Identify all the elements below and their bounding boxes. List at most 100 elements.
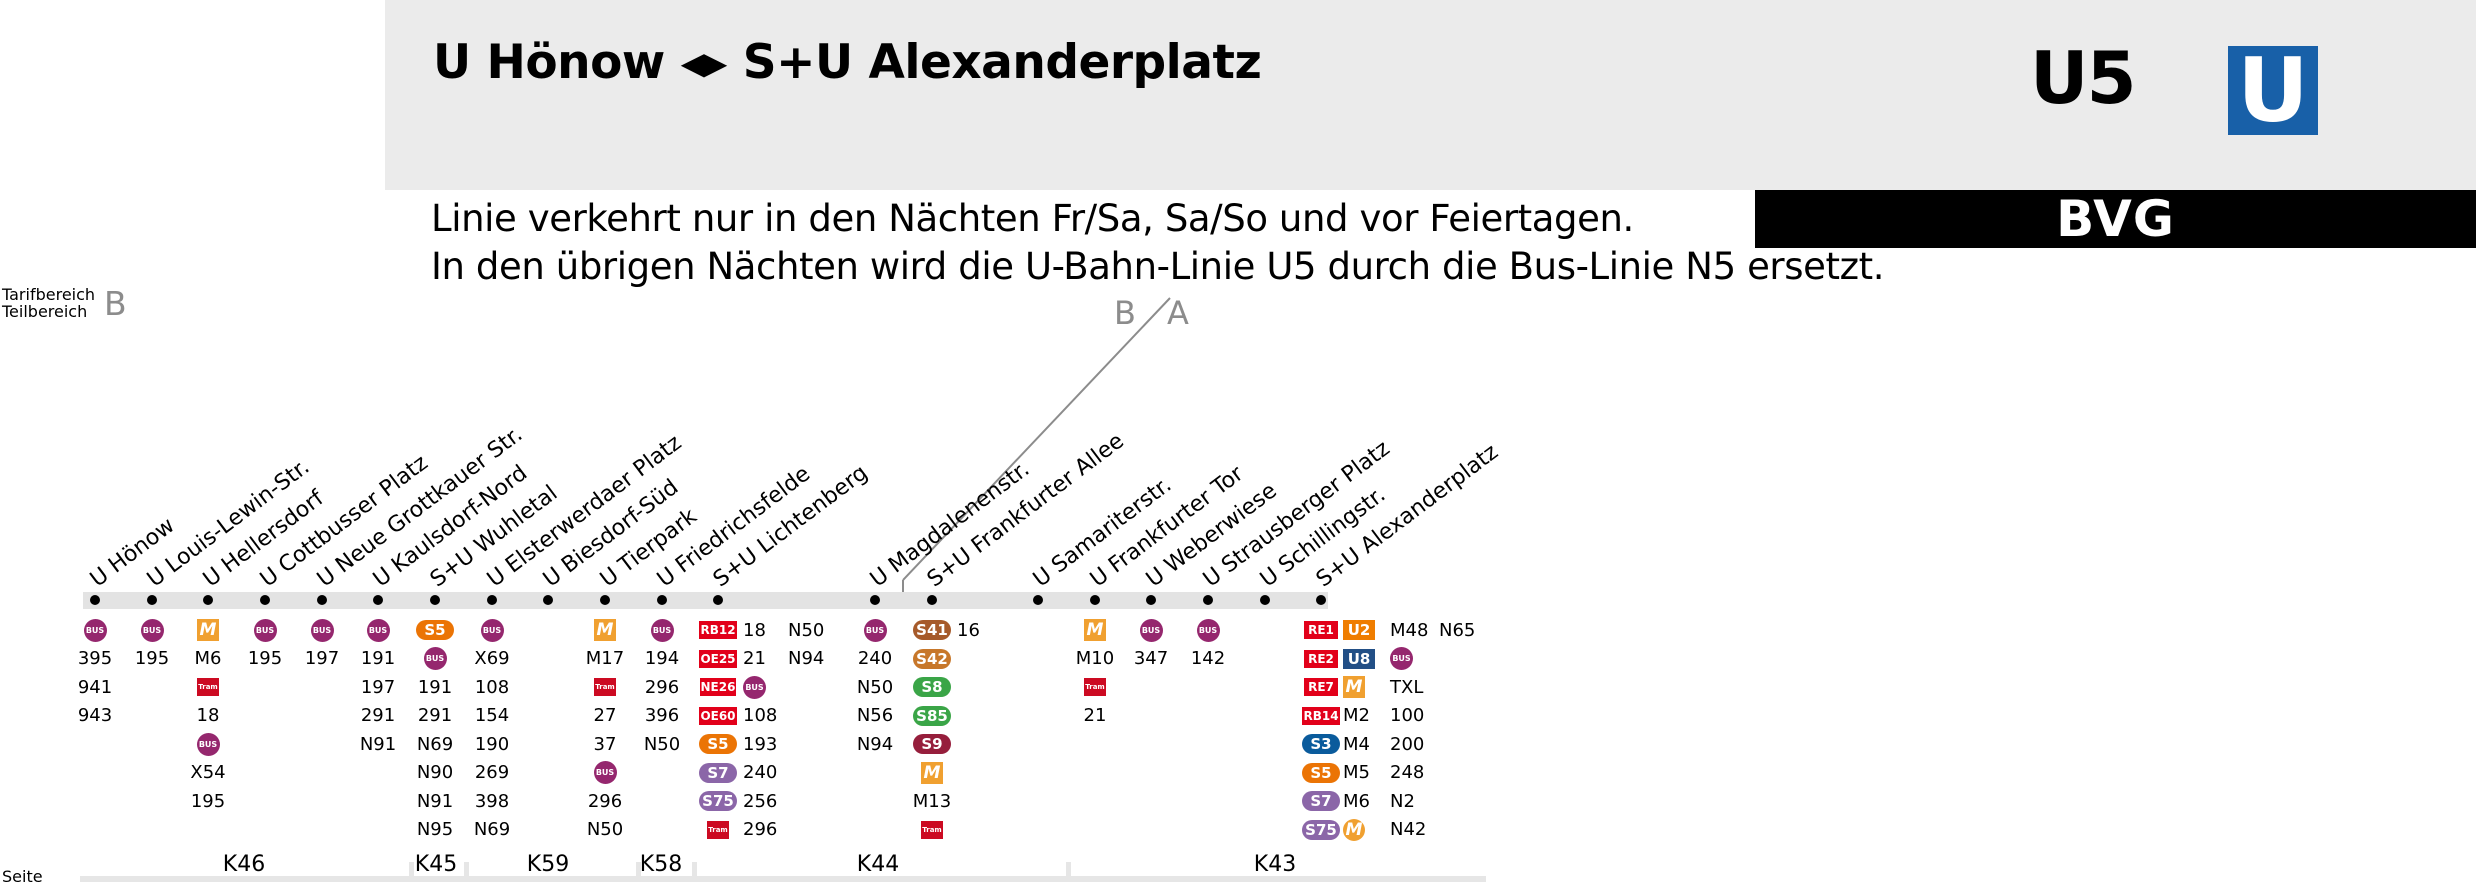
regional-rail-badge: RE1 <box>1304 621 1338 640</box>
metro-icon: M <box>1343 676 1365 699</box>
sbahn-badge: S42 <box>913 648 951 669</box>
connection-item: Tram <box>1084 673 1106 702</box>
connection-line-number: M5 <box>1343 762 1370 784</box>
connection-item: Tram <box>594 673 616 702</box>
station-dot <box>1033 595 1043 605</box>
connection-item: S5 <box>699 730 737 759</box>
connection-line-number: 269 <box>474 762 510 784</box>
connection-item: BUS <box>863 616 887 645</box>
connection-line-number: N69 <box>473 819 511 841</box>
bus-icon: BUS <box>366 618 390 642</box>
bus-icon: BUS <box>863 618 887 642</box>
connection-line-number: 21 <box>1083 705 1107 727</box>
route-title: U Hönow ◂▸ S+U Alexanderplatz <box>433 35 1262 90</box>
zone-label-b: B <box>1114 294 1136 332</box>
station-dot <box>147 595 157 605</box>
sbahn-badge: S5 <box>699 734 737 755</box>
connection-line-number: N2 <box>1390 790 1415 812</box>
connection-line-number: 27 <box>593 705 617 727</box>
connection-item: BUS <box>196 730 220 759</box>
connection-line-number: N65 <box>1439 619 1476 641</box>
connection-line-number: N69 <box>416 733 454 755</box>
bus-icon: BUS <box>196 732 220 756</box>
connection-item: BUS <box>1196 616 1220 645</box>
connection-line-number: N94 <box>856 733 894 755</box>
page-separator <box>636 862 641 876</box>
connection-item: OE25 <box>699 645 737 674</box>
connection-line-number: N95 <box>416 819 454 841</box>
connection-item: BUS <box>650 616 674 645</box>
station-connections: RB12 OE25 NE26 OE60 S5 S7 S75 Tram <box>698 616 738 844</box>
page-separator <box>1066 862 1071 876</box>
connection-line-number: 18 <box>196 705 220 727</box>
connection-line-number: 398 <box>474 790 510 812</box>
connection-line-number: 200 <box>1390 733 1425 755</box>
header-band: U Hönow ◂▸ S+U Alexanderplatz U5 U <box>385 0 2476 190</box>
station-connections: BUS 142 <box>1188 616 1228 673</box>
line-track <box>83 592 1328 609</box>
page-reference: K58 <box>639 852 683 877</box>
station-connections: BUS X69 108 154 190 269 398 N69 <box>472 616 512 844</box>
connection-line-number: N56 <box>856 705 894 727</box>
connection-item: M <box>197 616 219 645</box>
bus-icon: BUS <box>310 618 334 642</box>
connection-item: U2 <box>1343 616 1375 645</box>
station-connections: BUS 194 296 396 N50 <box>642 616 682 759</box>
bus-icon: BUS <box>423 647 447 671</box>
station-dot <box>1260 595 1270 605</box>
connection-item: S85 <box>913 702 951 731</box>
connection-line-number: N90 <box>416 762 454 784</box>
connection-line-number: X54 <box>190 762 226 784</box>
page-bar <box>80 876 1486 882</box>
station-dot <box>260 595 270 605</box>
page-separator <box>409 862 414 876</box>
connection-item: M <box>594 616 616 645</box>
connection-line-number: M10 <box>1075 648 1115 670</box>
bus-icon: BUS <box>743 675 766 699</box>
connection-item: M <box>1343 816 1375 845</box>
station-connections: S41 S42 S8 S85 S9 M M13 Tram <box>912 616 952 844</box>
connection-item: M <box>1084 616 1106 645</box>
connection-item: S3 <box>1302 730 1340 759</box>
connection-item: M <box>1343 673 1375 702</box>
station-dot <box>373 595 383 605</box>
connection-item: Tram <box>707 816 729 845</box>
connection-item: OE60 <box>699 702 737 731</box>
connection-line-number: N50 <box>788 619 825 641</box>
regional-rail-badge: NE26 <box>699 678 737 697</box>
station-dot <box>1316 595 1326 605</box>
connection-line-number: M2 <box>1343 705 1370 727</box>
regional-rail-badge: RE2 <box>1304 649 1338 668</box>
tarif-label-1: Tarifbereich <box>2 285 96 304</box>
page-separator <box>464 862 469 876</box>
connection-item: BUS <box>310 616 334 645</box>
connection-item: BUS <box>1139 616 1163 645</box>
metro-icon: M <box>197 619 219 642</box>
station-connections: BUS 395 941 943 <box>75 616 115 730</box>
station-dot <box>430 595 440 605</box>
bus-icon: BUS <box>480 618 504 642</box>
service-notice: Linie verkehrt nur in den Nächten Fr/Sa,… <box>431 195 1884 291</box>
metro-icon: M <box>921 761 943 784</box>
extra-connections: N50 N94 <box>788 616 824 673</box>
regional-rail-badge: RB14 <box>1302 706 1340 725</box>
bus-icon: BUS <box>83 618 107 642</box>
connection-line-number: 296 <box>587 790 623 812</box>
tarif-label: Tarifbereich Teilbereich <box>2 286 95 320</box>
connection-line-number: 21 <box>743 648 766 670</box>
bus-icon: BUS <box>140 618 164 642</box>
station-connections: BUS 191 197 291 N91 <box>358 616 398 759</box>
page-reference: K46 <box>222 852 266 877</box>
station-dot <box>1146 595 1156 605</box>
sbahn-badge: S7 <box>1302 791 1340 812</box>
connection-item: Tram <box>197 673 219 702</box>
regional-rail-badge: RE7 <box>1304 678 1338 697</box>
connection-line-number: 395 <box>77 648 113 670</box>
connection-line-number: 941 <box>77 676 113 698</box>
connection-line-number: 193 <box>743 733 778 755</box>
station-connections: BUS 195 <box>132 616 172 673</box>
extra-connections: 18 21 BUS 108 193 240 256 296 <box>743 616 777 844</box>
station-dot <box>713 595 723 605</box>
connection-line-number: N42 <box>1390 819 1427 841</box>
connection-item: S9 <box>913 730 951 759</box>
